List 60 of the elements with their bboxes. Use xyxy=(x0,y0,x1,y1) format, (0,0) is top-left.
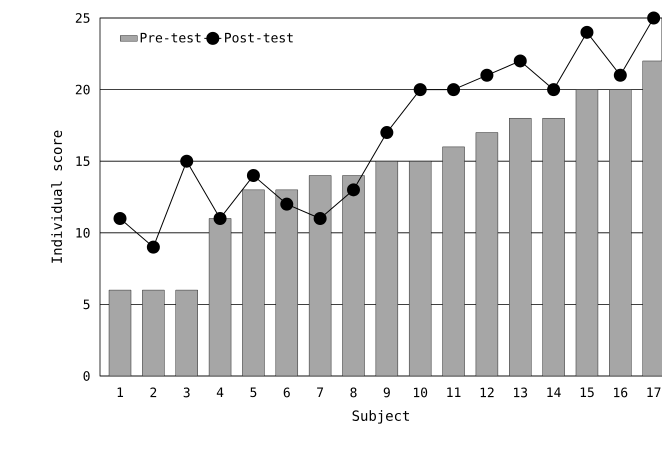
bar xyxy=(342,176,364,376)
x-tick-label: 17 xyxy=(647,388,660,397)
x-tick-label: 5 xyxy=(250,388,256,398)
bar xyxy=(509,118,532,376)
x-axis-title: Subject xyxy=(352,410,410,424)
bar xyxy=(109,290,132,376)
point xyxy=(180,154,194,168)
point xyxy=(480,68,494,82)
point xyxy=(214,212,227,225)
bar xyxy=(276,190,298,376)
x-tick-label: 4 xyxy=(216,388,224,397)
x-tick-label: 7 xyxy=(317,388,324,397)
x-tick-label: 15 xyxy=(580,388,594,398)
bar xyxy=(309,176,332,376)
y-tick-label: 5 xyxy=(84,300,90,310)
point xyxy=(647,11,660,24)
bar xyxy=(176,290,198,376)
legend-label: Pre-test xyxy=(140,32,201,43)
x-tick-label: 2 xyxy=(150,388,156,398)
bar xyxy=(576,90,598,376)
point xyxy=(114,212,127,225)
point xyxy=(514,54,527,68)
point xyxy=(280,198,294,211)
bar xyxy=(542,118,565,376)
point xyxy=(146,240,160,254)
x-tick-label: 16 xyxy=(614,388,628,398)
bar xyxy=(242,190,264,376)
bar xyxy=(142,290,164,376)
x-tick-label: 1 xyxy=(118,388,124,397)
y-tick-label: 10 xyxy=(76,228,90,238)
y-tick-label: 15 xyxy=(76,156,90,166)
point xyxy=(447,83,460,96)
point xyxy=(547,83,560,96)
point xyxy=(380,126,394,140)
bar xyxy=(376,161,398,376)
legend-label: Post-test xyxy=(225,32,293,43)
x-tick-label: 13 xyxy=(514,388,528,398)
bar xyxy=(609,90,632,376)
x-tick-label: 12 xyxy=(480,388,494,398)
point xyxy=(414,83,427,96)
point xyxy=(314,212,327,225)
x-tick-label: 6 xyxy=(284,388,290,398)
y-tick-label: 20 xyxy=(76,84,90,94)
bar xyxy=(409,161,432,376)
y-tick-label: 0 xyxy=(84,371,90,381)
bar xyxy=(442,146,465,376)
x-tick-label: 11 xyxy=(447,388,460,397)
x-tick-label: 3 xyxy=(184,388,190,398)
point xyxy=(580,26,594,39)
point xyxy=(346,183,360,196)
x-tick-label: 8 xyxy=(350,388,357,398)
x-tick-label: 10 xyxy=(414,388,428,398)
y-axis-title: Individual score xyxy=(51,130,62,263)
x-tick-label: 9 xyxy=(384,388,390,398)
bar xyxy=(476,132,498,376)
y-tick-label: 25 xyxy=(76,13,90,23)
point xyxy=(246,169,260,182)
point xyxy=(614,68,627,82)
bar xyxy=(209,218,232,376)
x-tick-label: 14 xyxy=(547,388,561,397)
